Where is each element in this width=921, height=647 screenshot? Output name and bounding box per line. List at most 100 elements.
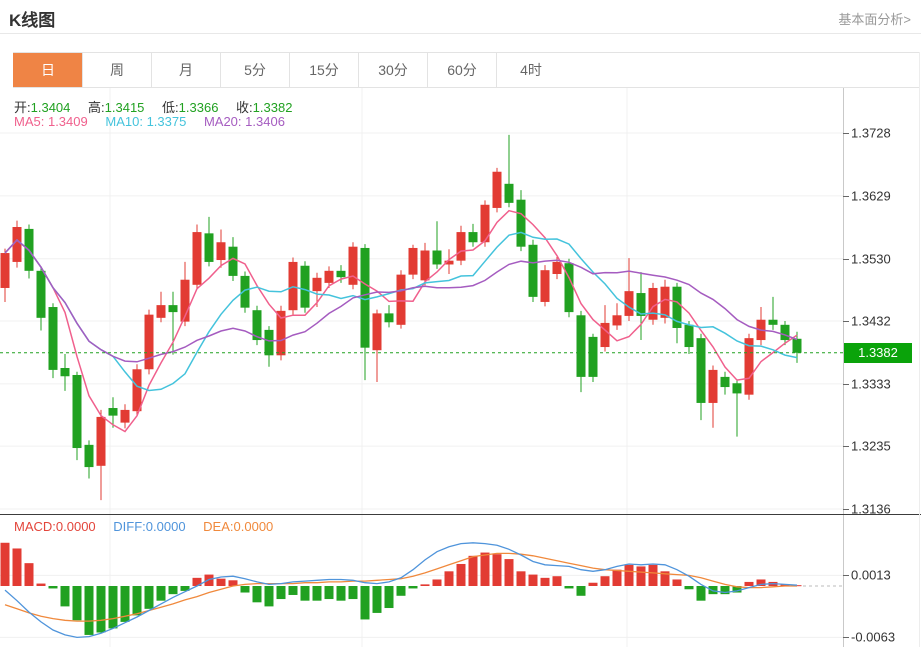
macd-bar [84,586,94,635]
macd-bar [696,586,706,601]
candle [360,244,370,381]
candle [144,309,154,375]
low-value: 1.3366 [178,100,219,115]
y-axis-tick: 1.3432 [851,313,891,329]
candle [672,282,682,344]
macd-bar [480,552,490,586]
close-value: 1.3382 [252,100,293,115]
macd-bar [540,577,550,586]
tab-4时[interactable]: 4时 [496,53,565,87]
candle [420,242,430,286]
macd-readout: MACD:0.0000 DIFF:0.0000 DEA:0.0000 [14,519,273,534]
macd-bar [588,582,598,586]
macd-bar [420,584,430,586]
ma5-line [4,209,798,433]
tab-周[interactable]: 周 [82,53,151,87]
macd-bar [36,583,46,586]
candle [312,272,322,308]
macd-bar [660,571,670,586]
candle [792,331,802,363]
ma-readout: MA5: 1.3409 MA10: 1.3375 MA20: 1.3406 [14,114,285,129]
macd-bar [360,586,370,620]
candle [696,333,706,421]
tab-30分[interactable]: 30分 [358,53,427,87]
y-axis-tick-mark [843,509,849,510]
candle [0,248,10,302]
candle [612,303,622,330]
macd-bar [132,586,142,616]
ohlc-readout: 开:1.3404 高:1.3415 低:1.3366 收:1.3382 [14,97,292,116]
candle [36,266,46,331]
dea-line [4,552,797,622]
macd-bar [372,586,382,613]
candle [156,291,166,323]
candlestick-chart[interactable] [0,88,844,515]
candle [324,266,334,288]
close-label: 收: [236,100,253,115]
candle [60,354,70,391]
tab-15分[interactable]: 15分 [289,53,358,87]
macd-bar [492,554,502,586]
macd-bar [24,563,34,586]
candle [504,134,514,208]
macd-bar [240,586,250,593]
macd-bar [468,555,478,586]
candle [564,258,574,318]
candle [204,216,214,267]
candle [72,371,82,461]
macd-bar [744,581,754,586]
candle [120,404,130,429]
open-label: 开: [14,100,31,115]
macd-bar [672,579,682,586]
macd-bar [528,574,538,586]
macd-bar [636,566,646,586]
tab-5分[interactable]: 5分 [220,53,289,87]
macd-chart[interactable] [0,515,844,647]
candle [348,242,358,290]
y-axis-tick-mark [843,133,849,134]
tab-60分[interactable]: 60分 [427,53,496,87]
macd-bar [276,586,286,600]
tab-日[interactable]: 日 [13,53,82,87]
candle [84,440,94,479]
open-value: 1.3404 [30,100,71,115]
macd-bar [228,580,238,586]
candle [168,291,178,355]
macd-bar [180,586,190,591]
macd-bar [156,586,166,601]
y-axis-tick-mark [843,195,849,197]
y-axis-line [843,88,844,647]
candle [528,239,538,302]
current-price-tag: 1.3382 [844,342,912,363]
panel-divider [0,514,921,515]
macd-bar [204,574,214,586]
candle [492,167,502,213]
candle [588,333,598,382]
y-axis-tick-mark [843,446,849,448]
candle [96,409,106,501]
candle [396,270,406,329]
candle [540,265,550,307]
macd-value: MACD:0.0000 [14,519,96,534]
candle [300,261,310,313]
macd-bar [288,586,298,595]
candle [768,296,778,330]
candle [708,365,718,428]
y-axis-tick-mark [843,575,849,577]
y-axis-tick: 1.3235 [851,438,891,454]
y-axis-tick: 1.3136 [851,501,891,517]
candle [660,279,670,324]
candle [468,223,478,247]
macd-bar [456,563,466,586]
candle [720,371,730,395]
candle [384,305,394,328]
tab-月[interactable]: 月 [151,53,220,87]
macd-bar [432,579,442,586]
y-axis-tick: 0.0013 [851,567,891,583]
y-axis-tick: 1.3333 [851,376,891,392]
macd-bar [600,576,610,586]
macd-bar [0,542,10,586]
fundamental-analysis-link[interactable]: 基本面分析> [838,12,911,27]
macd-bar [552,576,562,586]
